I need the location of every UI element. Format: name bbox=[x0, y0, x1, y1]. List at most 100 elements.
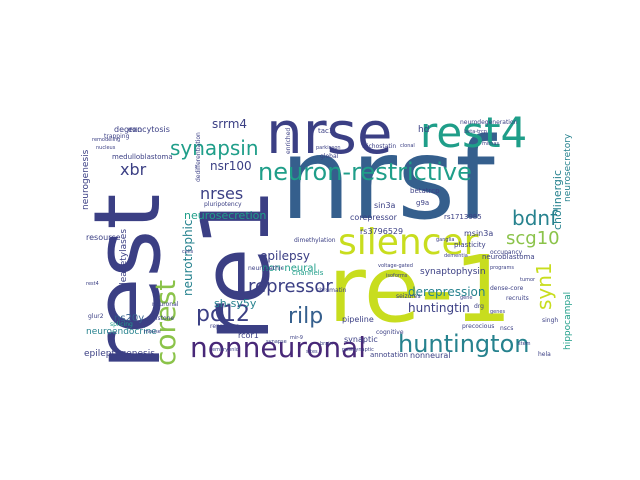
word-silencer: silencer bbox=[338, 222, 479, 263]
word-pipeline: pipeline bbox=[342, 315, 374, 324]
word-hippocampal: hippocampal bbox=[563, 291, 573, 350]
word-rs1713985: rs1713985 bbox=[444, 213, 482, 221]
word-gene: gene bbox=[460, 295, 473, 301]
word-splicing: splicing bbox=[110, 321, 133, 328]
word-drg: drg bbox=[474, 303, 484, 310]
word-nrsf: nrsf bbox=[280, 115, 495, 245]
word-g9a: g9a bbox=[416, 199, 430, 207]
word-global: global bbox=[320, 153, 339, 160]
word-embryonic: embryonic bbox=[212, 347, 239, 353]
word-dimethylation: dimethylation bbox=[294, 237, 336, 244]
word-neurosecretion: neurosecretion bbox=[184, 209, 267, 222]
word-enriched: enriched bbox=[285, 127, 292, 154]
word-epileptogenesis: epileptogenesis bbox=[84, 349, 155, 359]
word-neuron-restrictive: neuron-restrictive bbox=[258, 158, 472, 186]
word-beta-trcp-small: beta-trcp bbox=[464, 129, 487, 135]
word-scg10: scg10 bbox=[506, 228, 560, 249]
word-huntington: huntington bbox=[398, 330, 530, 358]
word-brain: brain bbox=[320, 341, 333, 347]
word-synaptophysin: synaptophysin bbox=[420, 267, 486, 277]
word-glur2: glur2 bbox=[88, 313, 104, 320]
word-cloud: nrsf rest re1 re-1 nrse rest4 silencer n… bbox=[80, 110, 576, 368]
word-nrses: nrses bbox=[200, 184, 244, 203]
word-cholinergic: cholinergic bbox=[551, 169, 564, 230]
word-neuroendocrine: neuroendocrine bbox=[86, 327, 157, 337]
word-dedifferentiation: dedifferentiation bbox=[195, 132, 202, 182]
word-represses: represses bbox=[210, 323, 239, 330]
word-repressor: repressor bbox=[248, 276, 333, 297]
word-channels: channels bbox=[292, 269, 324, 277]
word-exocytosis: exocytosis bbox=[128, 125, 170, 134]
word-seizures: seizures bbox=[396, 293, 421, 300]
word-nonneuronal: nonneuronal bbox=[190, 331, 367, 364]
word-genes: genes bbox=[490, 309, 506, 315]
word-non-neural: non-neural bbox=[262, 263, 317, 274]
word-resource: resource bbox=[86, 233, 121, 242]
word-neuroblastoma: neuroblastoma bbox=[482, 253, 535, 261]
word-occupancy: occupancy bbox=[490, 249, 523, 256]
word-re-1: re-1 bbox=[328, 236, 513, 343]
word-voltage-gated: voltage-gated bbox=[378, 263, 413, 269]
word-trapping: trapping bbox=[104, 133, 130, 140]
word-msin3a: msin3a bbox=[464, 229, 494, 238]
word-nucleus: nucleus bbox=[96, 145, 116, 151]
word-histone: histone bbox=[152, 315, 175, 322]
word-annotation: annotation bbox=[370, 351, 408, 359]
word-pc12: pc12 bbox=[196, 302, 251, 327]
word-medulloblastoma: medulloblastoma bbox=[112, 153, 173, 161]
word-mirnas: mirnas bbox=[482, 141, 500, 147]
word-ganglia: ganglia bbox=[436, 237, 455, 243]
word-huntingtin: huntingtin bbox=[408, 301, 470, 315]
word-clonal: clonal bbox=[400, 143, 415, 149]
word-xbr: xbr bbox=[120, 160, 147, 179]
word-chromatin: chromatin bbox=[316, 287, 347, 294]
word-mouse: mouse bbox=[144, 329, 161, 335]
word-dense-core: dense-core bbox=[490, 285, 524, 292]
word-isoforms: isoforms bbox=[386, 273, 408, 279]
word-hd: hd bbox=[418, 125, 430, 135]
word-srrm4: srrm4 bbox=[212, 117, 248, 131]
word-rcor1: rcor1 bbox=[238, 331, 259, 340]
word-postsynaptic: postsynaptic bbox=[342, 347, 374, 353]
word-mir-9: mir-9 bbox=[290, 335, 303, 341]
word-rest4-small: rest4 bbox=[86, 281, 99, 287]
word-sh-sy5y: sh-sy5y bbox=[214, 297, 257, 310]
word-neurogenesis: neurogenesis bbox=[81, 149, 91, 210]
word-pluripotency: pluripotency bbox=[204, 201, 242, 208]
word-stem: stem bbox=[518, 341, 531, 347]
word-plasticity: plasticity bbox=[454, 241, 486, 249]
word-rest4: rest4 bbox=[420, 110, 528, 157]
word-trichostatin: trichostatin bbox=[362, 143, 397, 150]
word-corepressor: corepressor bbox=[350, 213, 397, 222]
word-neuronal: neuronal bbox=[152, 301, 179, 308]
word-programs: programs bbox=[490, 265, 514, 271]
word-neurosecretory: neurosecretory bbox=[563, 133, 573, 202]
word-derepression: derepression bbox=[408, 285, 486, 299]
word-singh: singh bbox=[542, 317, 559, 324]
word-tac1: tac1 bbox=[318, 127, 334, 135]
word-tumor: tumor bbox=[520, 277, 536, 283]
word-ctcf: ctcf bbox=[142, 319, 152, 325]
word-rilp: rilp bbox=[288, 304, 324, 329]
word-precocious: precocious bbox=[462, 323, 495, 330]
word-cells: cells bbox=[182, 249, 194, 255]
word-cognitive: cognitive bbox=[376, 329, 404, 336]
word-nrse: nrse bbox=[266, 110, 393, 167]
word-dementia: dementia bbox=[444, 253, 468, 259]
word-synaptic: synaptic bbox=[344, 335, 378, 344]
word-sin3a: sin3a bbox=[374, 201, 396, 210]
word-neuropathic: neuropathic bbox=[248, 265, 284, 272]
word-bdnf: bdnf bbox=[512, 206, 558, 230]
word-neurotrophic: neurotrophic bbox=[181, 219, 195, 296]
word-neurodegeneration: neurodegeneration bbox=[460, 119, 518, 126]
word-remodeling: remodeling bbox=[92, 137, 121, 143]
word-parkinson: parkinson bbox=[316, 145, 341, 151]
word-deacetylases: deacetylases bbox=[119, 228, 129, 288]
word-ns20y: ns20y bbox=[114, 313, 145, 324]
word-recruits: recruits bbox=[506, 295, 529, 302]
word-syn1: syn1 bbox=[532, 262, 556, 310]
word-nscs: nscs bbox=[500, 325, 514, 332]
word-rs3796529: rs3796529 bbox=[360, 227, 404, 236]
word-degron: degron bbox=[114, 125, 143, 134]
word-nsr100: nsr100 bbox=[210, 159, 252, 173]
